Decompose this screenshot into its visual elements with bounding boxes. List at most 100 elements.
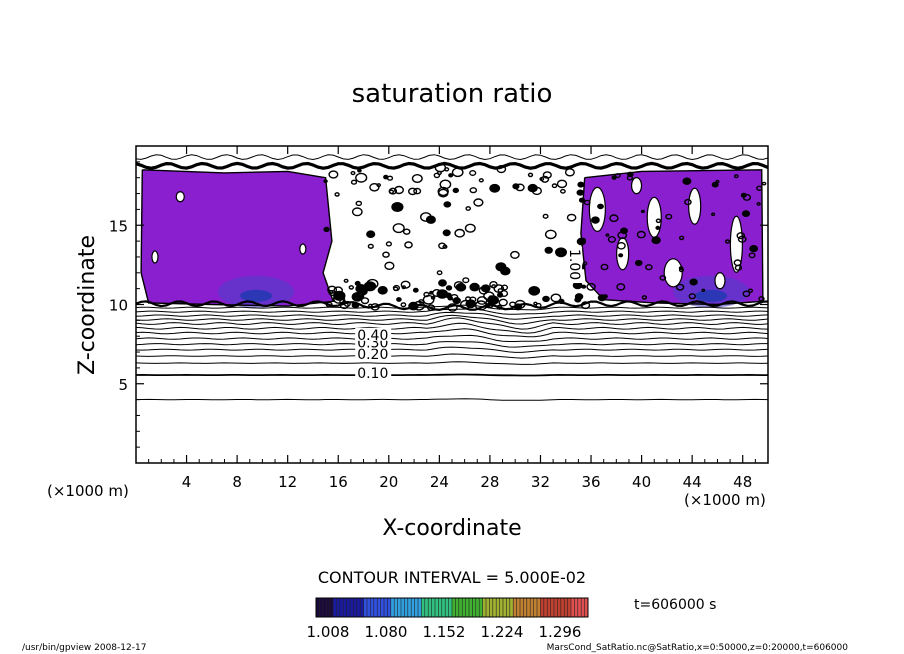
colorbar-labels: 1.008 1.080 1.152 1.224 1.296 [307,623,582,641]
contour-blob [483,291,495,301]
colorbar-segment [496,598,500,617]
contour-blob [542,171,552,179]
colorbar-segment [479,598,483,617]
contour-blob [454,228,466,238]
contour-blob [634,259,643,267]
contour-blob [576,189,585,196]
contour-blob [734,264,743,271]
contour-label-text: 0.10 [357,366,388,382]
contour-blob [602,294,608,299]
contour-label: 0.20 [355,346,392,363]
colorbar-tick-label: 1.152 [423,623,466,641]
contour-blob [542,295,550,303]
contour-blob [377,285,388,295]
colorbar-segment [564,598,568,617]
contour-blob [578,197,586,203]
contour-blob [464,223,476,233]
colorbar-segment [482,598,487,617]
unsat-patch-3 [663,258,683,288]
contour-blob [462,277,470,284]
contour-blob [427,304,436,312]
contour-blob [540,175,550,183]
contour-blob [550,293,562,303]
contour-blob [742,193,752,201]
contour-blob [600,263,609,271]
colorbar-segment [336,598,341,617]
contour-blob [357,287,368,296]
x-tick-label: 4 [182,473,192,491]
contour-blob [408,187,418,196]
colorbar-segment [455,598,460,617]
x-tick-label: 20 [379,473,398,491]
colorbar-segment [537,598,541,617]
sat-core-inner-1 [695,289,728,302]
contour-blob [527,172,534,178]
plot-area [136,154,768,401]
contour-blob [447,303,458,312]
contour-blob [747,288,754,293]
contour-line-8 [136,322,768,334]
x-tick-label: 44 [683,473,702,491]
contour-blob [498,298,508,307]
colorbar-segment [499,598,504,617]
contour-blob [473,198,484,207]
unsat-patch-7 [714,272,726,290]
colorbar-segment [530,598,534,617]
colorbar-segment [380,598,385,617]
contour-blob [400,302,407,308]
contour-line-11 [136,311,768,320]
contour-blob [433,172,441,179]
contour-blob [402,228,411,235]
contour-label-text: 0.20 [357,347,388,363]
colorbar-tick-label: 1.008 [307,623,350,641]
unsat-patch-0 [588,186,606,232]
y-axis-label: Z-coordinate [75,235,100,375]
contour-blob [640,209,645,214]
sat-region-right [580,169,763,305]
contour-label-bg [569,247,583,284]
contour-blob [531,186,543,196]
contour-blob [566,213,577,222]
contour-blob [577,181,585,188]
contour-blob [659,275,667,281]
contour-blob [445,285,453,291]
contour-blob [607,235,617,243]
contour-blob [591,216,600,224]
colorbar-segment [577,598,582,617]
contour-line-12 [136,308,768,315]
colorbar-segment [370,598,375,617]
colorbar-segment [523,598,528,617]
unsat-patch-4 [688,187,702,225]
y-axis-ticks: 5 10 15 [109,161,768,448]
contour-blob [408,301,419,311]
contour-blob [576,237,587,246]
colorbar-segment [373,598,378,617]
contour-blob [542,213,549,219]
contour-label-bg [355,346,392,360]
colorbar-segment [475,598,480,617]
contour-blob [496,165,507,174]
contour-blob [678,235,685,241]
colorbar-frame [315,597,589,618]
colorbar-segment [418,598,422,617]
colorbar-segment [492,598,497,617]
contour-blob [597,203,604,210]
colorbar-segment [407,598,412,617]
contour-blob [437,186,449,197]
contour-blob [582,261,588,266]
unsat-patch-left-2 [299,243,307,255]
contour-blob [422,294,435,305]
contour-blob [580,301,591,310]
colorbar-segment [520,598,524,617]
contour-blob [665,213,673,220]
contour-blob [688,293,696,300]
contour-blob [447,295,454,301]
x-tick-label: 48 [733,473,752,491]
contour-labels: 0.100.200.300.401.00 [355,247,583,382]
contour-blob [616,241,626,250]
contour-blob [370,303,380,311]
contour-blob [711,181,719,188]
contour-label: 1.00 [566,247,583,284]
colorbar-segment [326,598,330,617]
contour-blob [684,198,692,206]
